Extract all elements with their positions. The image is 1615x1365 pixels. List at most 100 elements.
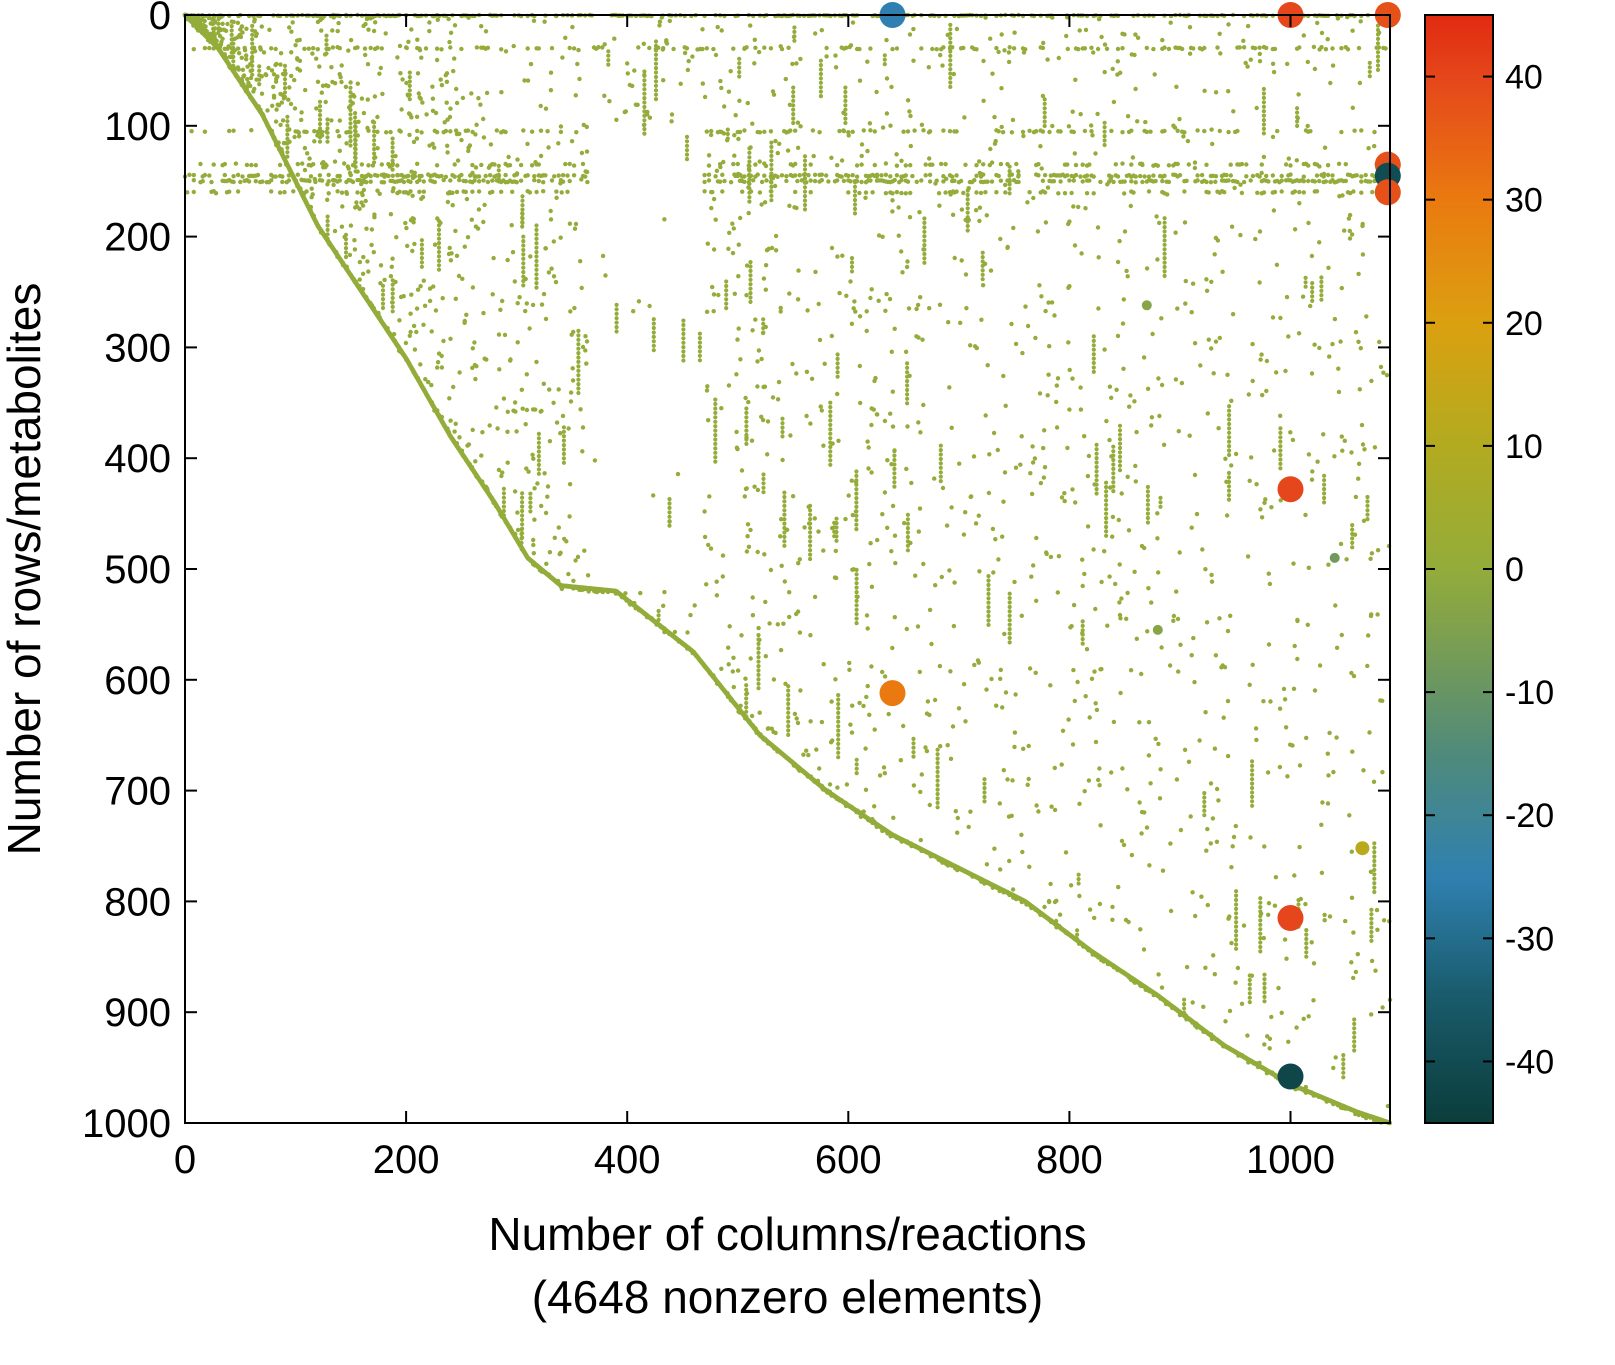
data-point [1317, 345, 1322, 351]
data-point [974, 163, 979, 168]
data-point [722, 104, 727, 109]
data-point [1205, 411, 1211, 416]
data-point [810, 128, 816, 133]
data-point [570, 366, 575, 371]
data-point [726, 383, 732, 388]
data-point [1029, 574, 1034, 579]
data-point [1261, 699, 1266, 704]
data-point [1213, 174, 1219, 179]
data-point [447, 245, 452, 251]
data-point [1250, 341, 1255, 347]
data-point [1125, 274, 1130, 279]
data-point [1327, 354, 1332, 359]
data-point [1344, 557, 1349, 562]
data-point [577, 76, 582, 82]
data-point [623, 591, 628, 596]
data-point [271, 72, 277, 77]
data-point [738, 357, 743, 362]
data-point [531, 456, 536, 461]
data-point [280, 174, 285, 179]
data-point [1310, 469, 1315, 474]
data-point [1317, 178, 1322, 184]
data-point [746, 544, 752, 549]
data-point [1215, 45, 1220, 50]
data-point [1034, 803, 1039, 808]
data-point [1076, 47, 1081, 52]
data-point [1216, 798, 1221, 803]
data-point [1040, 178, 1046, 183]
data-point [558, 235, 563, 240]
data-point [705, 384, 710, 389]
data-point [371, 250, 376, 255]
data-point [1119, 596, 1124, 601]
data-point [1037, 391, 1043, 396]
data-point [439, 82, 445, 88]
data-point [918, 837, 923, 843]
data-point [985, 179, 990, 184]
data-point [566, 426, 571, 431]
data-point [286, 97, 291, 102]
data-point [361, 187, 367, 193]
data-point [1339, 285, 1345, 291]
data-point [745, 100, 750, 106]
data-point [876, 233, 882, 238]
data-point [794, 371, 799, 376]
data-point [443, 73, 448, 78]
data-point [554, 420, 560, 425]
data-point [1173, 230, 1178, 235]
data-point [711, 196, 717, 202]
data-point [998, 867, 1003, 872]
data-point [622, 109, 627, 115]
data-point [1098, 179, 1103, 185]
data-point [891, 815, 896, 820]
data-point [1139, 831, 1144, 836]
data-point [279, 147, 284, 152]
data-point [1093, 701, 1098, 706]
data-point [1052, 899, 1058, 905]
data-point [1349, 960, 1354, 965]
data-point [562, 536, 567, 542]
data-point [1109, 770, 1114, 775]
data-point [470, 427, 475, 433]
data-point [1291, 561, 1296, 566]
data-point [568, 399, 574, 404]
data-point [765, 419, 771, 424]
data-point [216, 21, 221, 26]
data-point [757, 710, 762, 715]
data-point [1326, 562, 1331, 567]
data-point [984, 862, 990, 867]
data-point [466, 145, 471, 150]
data-point [1342, 438, 1348, 443]
data-point [863, 195, 868, 200]
data-point [299, 110, 304, 115]
data-point [910, 173, 915, 179]
data-point [434, 163, 440, 168]
data-point [738, 703, 743, 708]
data-point [1065, 46, 1071, 52]
data-point [1133, 463, 1138, 469]
data-point [271, 84, 276, 90]
data-point [1367, 179, 1373, 184]
data-point [1349, 895, 1355, 900]
data-point [1368, 556, 1373, 561]
data-point [991, 570, 996, 575]
data-point [578, 407, 583, 412]
data-point [1288, 430, 1293, 435]
data-point [1303, 901, 1308, 907]
data-point [996, 129, 1001, 134]
data-point [1118, 690, 1123, 696]
data-point [1372, 445, 1378, 450]
data-point [958, 178, 964, 184]
data-point [1347, 236, 1353, 241]
data-point [742, 128, 747, 133]
data-point [390, 173, 395, 178]
data-point [934, 47, 939, 52]
data-point [481, 116, 486, 122]
data-point [1027, 190, 1032, 195]
data-point [1192, 341, 1198, 346]
data-point [1208, 841, 1214, 846]
data-point [293, 43, 298, 48]
data-point [921, 402, 926, 408]
data-point [1175, 616, 1181, 622]
data-point [682, 50, 688, 56]
